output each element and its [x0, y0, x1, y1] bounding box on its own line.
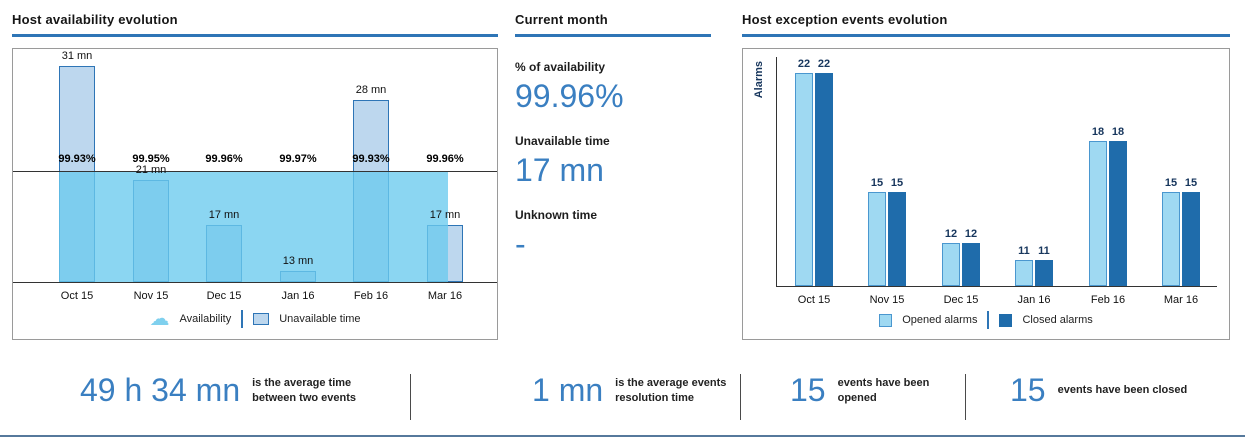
opened-alarms-swatch — [879, 313, 893, 327]
opened-alarms-value-label: 18 — [1091, 126, 1105, 138]
x-axis-label: Oct 15 — [60, 290, 94, 302]
availability-percent-label: 99.97% — [279, 153, 317, 165]
opened-alarms-bar — [795, 73, 813, 286]
kpi-value: 15 — [1010, 372, 1046, 408]
kpi-divider — [965, 374, 966, 420]
current-month-stats: % of availability 99.96% Unavailable tim… — [515, 60, 711, 260]
x-axis-label: Dec 15 — [943, 294, 979, 306]
x-axis-label: Jan 16 — [281, 290, 315, 302]
kpi-divider — [740, 374, 741, 420]
x-axis-label: Feb 16 — [1090, 294, 1126, 306]
availability-percent-label: 99.95% — [132, 153, 170, 165]
opened-alarms-bar — [1162, 192, 1180, 286]
closed-alarms-value-label: 12 — [964, 228, 978, 240]
exceptions-chart: Alarms 22 22 Oct 15 15 15 Nov 15 12 12 Dec 15 11 1… — [742, 48, 1230, 340]
closed-alarms-value-label: 11 — [1038, 245, 1050, 257]
x-axis-line — [13, 282, 497, 283]
kpi-avg-time-between-events: 49 h 34 mn is the average time between t… — [80, 372, 372, 409]
x-axis-label: Mar 16 — [427, 290, 463, 302]
kpi-value: 15 — [790, 372, 826, 408]
unavailable-time-value-label: 17 mn — [429, 209, 461, 221]
x-axis-label: Feb 16 — [353, 290, 389, 302]
kpi-events-closed: 15 events have been closed — [1010, 372, 1187, 409]
availability-chart-plot: 31 mn 99.93% Oct 15 21 mn 99.95% Nov 15 17 mn 9… — [13, 49, 497, 339]
legend-label-opened-alarms: Opened alarms — [902, 314, 978, 326]
exceptions-panel-title: Host exception events evolution — [742, 12, 1230, 37]
closed-alarms-bar — [962, 243, 980, 286]
closed-alarms-value-label: 18 — [1111, 126, 1125, 138]
availability-percent-label: 99.96% — [426, 153, 464, 165]
closed-alarms-swatch — [999, 313, 1013, 327]
legend-label-availability: Availability — [179, 313, 232, 325]
opened-alarms-value-label: 15 — [1164, 177, 1178, 189]
kpi-text: is the average time between two events — [252, 377, 357, 404]
unavailable-time-value-label: 17 mn — [208, 209, 240, 221]
x-axis-label: Oct 15 — [797, 294, 831, 306]
legend-separator — [241, 310, 244, 328]
availability-panel-title: Host availability evolution — [12, 12, 498, 37]
closed-alarms-value-label: 15 — [1184, 177, 1198, 189]
availability-percent-label: 99.93% — [352, 153, 390, 165]
x-axis-line — [776, 286, 1217, 287]
exceptions-chart-plot: Alarms 22 22 Oct 15 15 15 Nov 15 12 12 Dec 15 11 1… — [743, 49, 1229, 339]
kpi-text: events have been closed — [1057, 384, 1188, 397]
legend-separator — [987, 311, 990, 329]
opened-alarms-value-label: 11 — [1018, 245, 1030, 257]
availability-percent-label: 99.93% — [58, 153, 96, 165]
opened-alarms-bar — [1015, 260, 1033, 286]
kpi-events-opened: 15 events have been opened — [790, 372, 936, 409]
availability-area — [59, 171, 448, 282]
opened-alarms-value-label: 15 — [870, 177, 884, 189]
opened-alarms-value-label: 12 — [944, 228, 958, 240]
closed-alarms-bar — [815, 73, 833, 286]
availability-chart: 31 mn 99.93% Oct 15 21 mn 99.95% Nov 15 17 mn 9… — [12, 48, 498, 340]
unavailable-time-value-label: 21 mn — [135, 164, 167, 176]
availability-level-line — [13, 171, 497, 172]
unavailable-time-value-label: 28 mn — [355, 84, 387, 96]
kpi-divider — [410, 374, 411, 420]
kpi-avg-resolution-time: 1 mn is the average events resolution ti… — [532, 372, 737, 409]
unavailable-time-value-label: 13 mn — [282, 255, 314, 267]
closed-alarms-value-label: 15 — [890, 177, 904, 189]
closed-alarms-value-label: 22 — [817, 58, 831, 70]
stat-value-unknown-time: - — [515, 226, 526, 262]
current-month-title: Current month — [515, 12, 711, 37]
stat-label-availability: % of availability — [515, 60, 606, 74]
closed-alarms-bar — [1182, 192, 1200, 286]
legend-label-closed-alarms: Closed alarms — [1022, 314, 1093, 326]
kpi-text: events have been opened — [837, 377, 930, 404]
x-axis-label: Dec 15 — [206, 290, 242, 302]
closed-alarms-bar — [1109, 141, 1127, 286]
legend-label-unavailable-time: Unavailable time — [279, 313, 361, 325]
opened-alarms-bar — [942, 243, 960, 286]
opened-alarms-bar — [1089, 141, 1107, 286]
x-axis-label: Nov 15 — [133, 290, 169, 302]
bottom-rule — [0, 435, 1245, 437]
stat-label-unavailable-time: Unavailable time — [515, 134, 610, 148]
stat-label-unknown-time: Unknown time — [515, 208, 598, 222]
y-axis-line — [776, 57, 777, 286]
x-axis-label: Mar 16 — [1163, 294, 1199, 306]
x-axis-label: Jan 16 — [1017, 294, 1051, 306]
closed-alarms-bar — [1035, 260, 1053, 286]
kpi-value: 49 h 34 mn — [80, 372, 241, 408]
kpi-text: is the average events resolution time — [615, 377, 727, 404]
x-axis-label: Nov 15 — [869, 294, 905, 306]
unavailable-time-swatch — [253, 313, 270, 325]
unavailable-time-value-label: 31 mn — [61, 50, 93, 62]
availability-legend: ☁ Availability Unavailable time — [13, 309, 497, 329]
stat-value-unavailable-time: 17 mn — [515, 152, 604, 188]
cloud-icon: ☁ — [149, 308, 170, 330]
y-axis-title: Alarms — [753, 61, 765, 99]
availability-percent-label: 99.96% — [205, 153, 243, 165]
kpi-value: 1 mn — [532, 372, 604, 408]
opened-alarms-bar — [868, 192, 886, 286]
closed-alarms-bar — [888, 192, 906, 286]
exceptions-legend: Opened alarms Closed alarms — [743, 311, 1229, 329]
opened-alarms-value-label: 22 — [797, 58, 811, 70]
stat-value-availability: 99.96% — [515, 78, 624, 114]
